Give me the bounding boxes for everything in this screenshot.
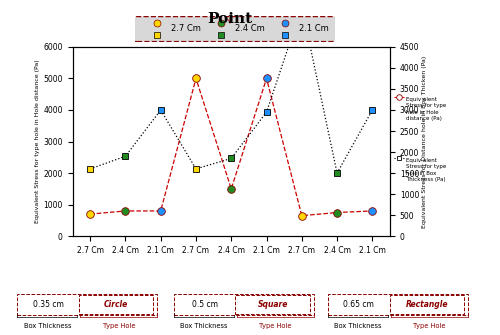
Text: Type Hole: Type Hole bbox=[414, 323, 446, 329]
Text: Box Thickness: Box Thickness bbox=[180, 323, 228, 329]
Y-axis label: Equivalent Stress for Distance hole in Box Thicken (Pa): Equivalent Stress for Distance hole in B… bbox=[422, 55, 427, 228]
Text: Rectangle: Rectangle bbox=[406, 299, 448, 309]
Text: Box Thickness: Box Thickness bbox=[24, 323, 71, 329]
Text: Point: Point bbox=[208, 12, 252, 26]
Text: Circle: Circle bbox=[104, 299, 128, 309]
Text: 2.1 Cm: 2.1 Cm bbox=[299, 24, 329, 33]
Text: 0.35 cm: 0.35 cm bbox=[32, 299, 64, 309]
Text: Equiv alent
Stress for type
hole in Hole
distance (Pa): Equiv alent Stress for type hole in Hole… bbox=[406, 97, 446, 121]
FancyBboxPatch shape bbox=[131, 16, 337, 42]
Text: Box Thickness: Box Thickness bbox=[334, 323, 382, 329]
Text: Square: Square bbox=[258, 299, 288, 309]
Text: Equiv alent
Stress for type
hole in Box
Thickness (Pa): Equiv alent Stress for type hole in Box … bbox=[406, 158, 446, 182]
Text: Type Hole: Type Hole bbox=[259, 323, 292, 329]
Y-axis label: Equivalent Stress for type hole in Hole distance (Pa): Equivalent Stress for type hole in Hole … bbox=[36, 60, 41, 223]
Text: 2.4 Cm: 2.4 Cm bbox=[235, 24, 265, 33]
Text: 0.65 cm: 0.65 cm bbox=[344, 299, 374, 309]
Text: 0.5 cm: 0.5 cm bbox=[192, 299, 218, 309]
Text: 2.7 Cm: 2.7 Cm bbox=[171, 24, 201, 33]
Text: Type Hole: Type Hole bbox=[102, 323, 135, 329]
